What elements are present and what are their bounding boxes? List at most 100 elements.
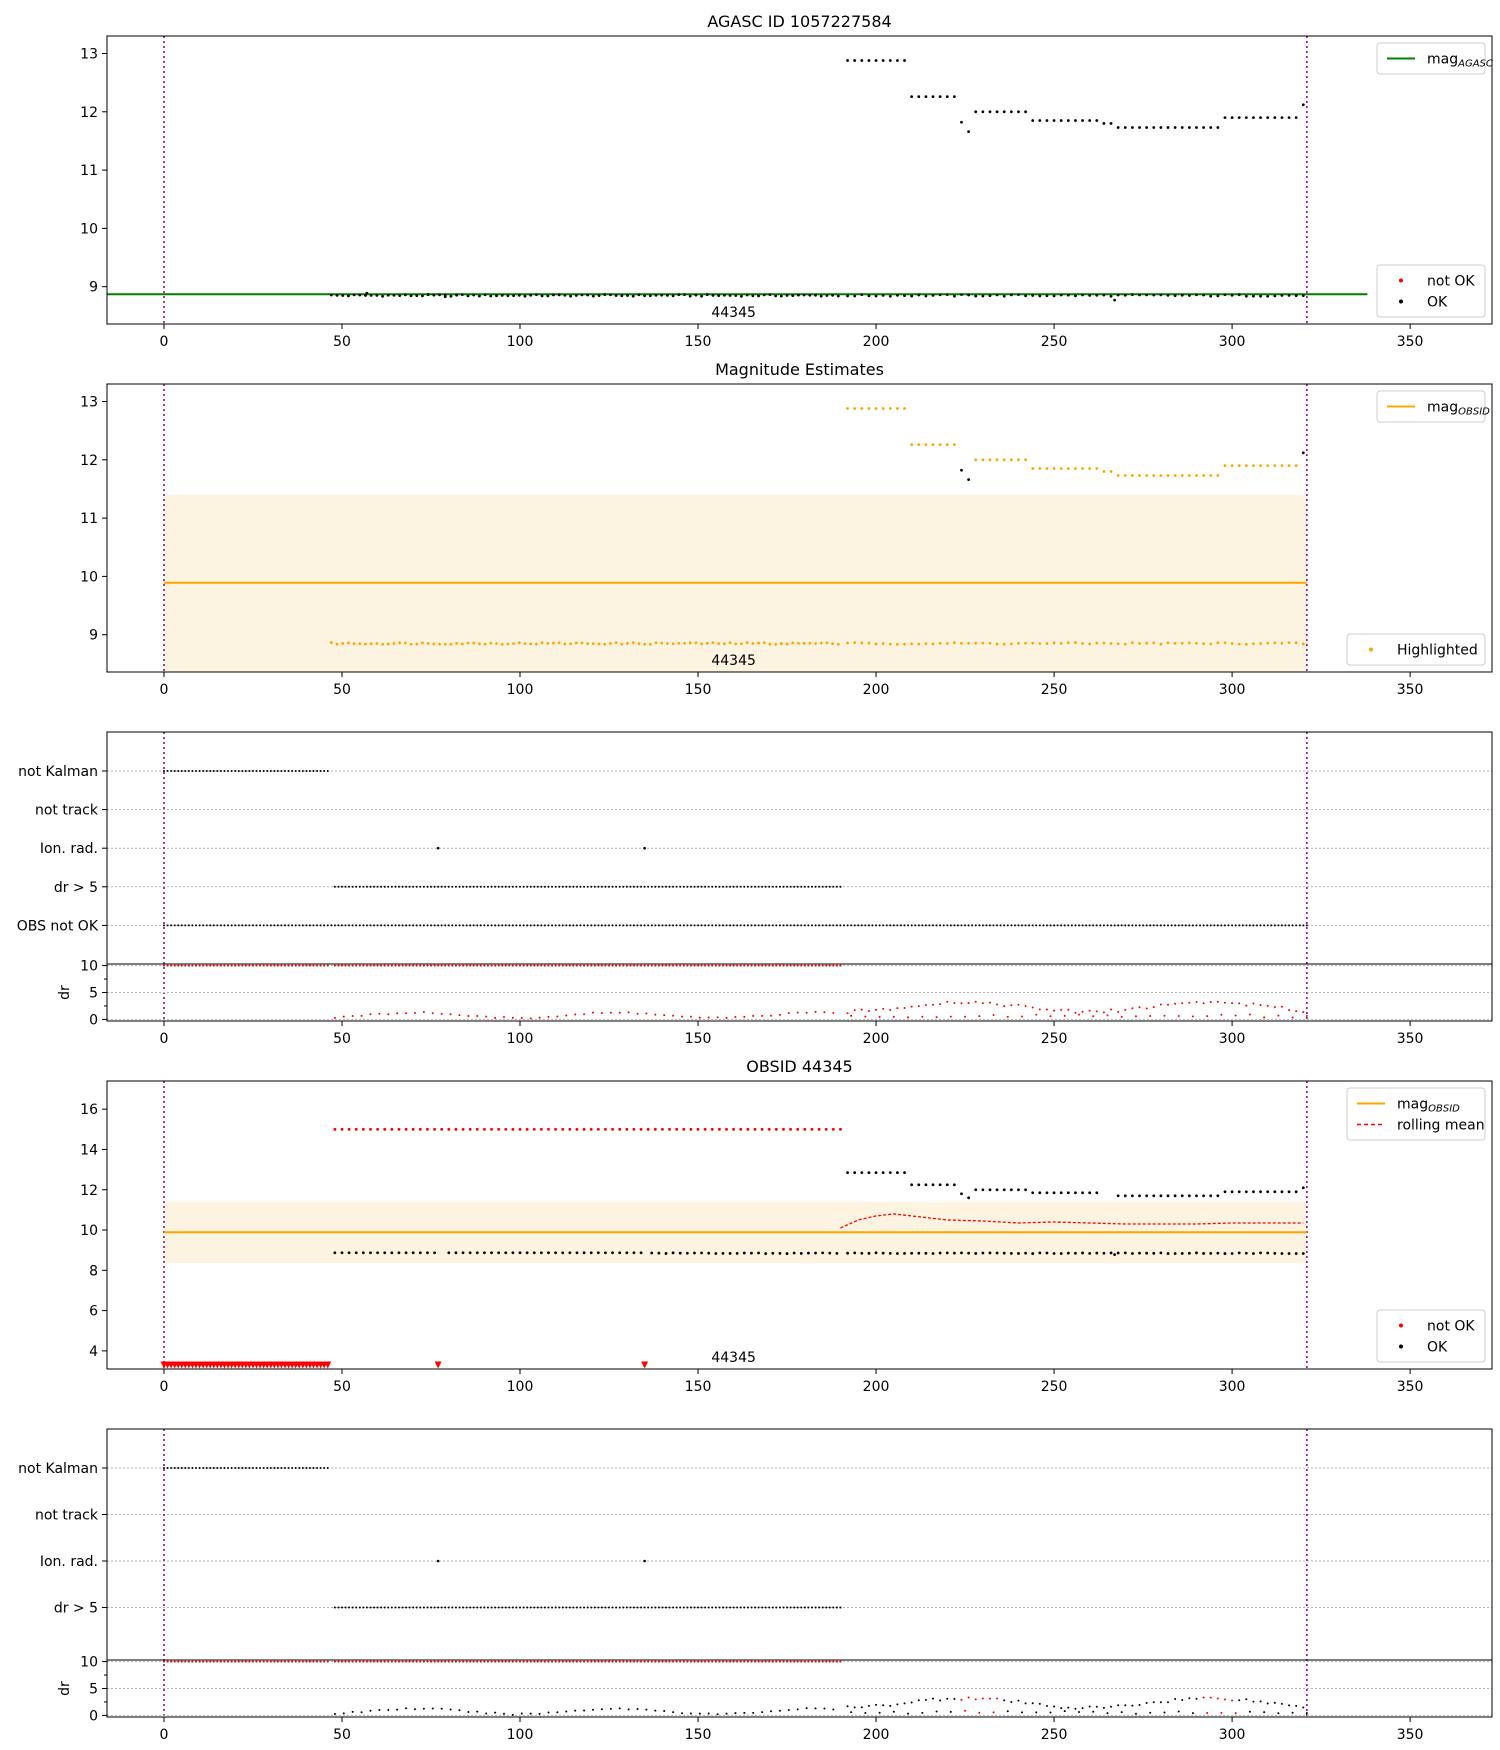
- data-point: [626, 294, 629, 297]
- data-point: [647, 885, 650, 888]
- data-point: [1102, 470, 1106, 473]
- data-point: [924, 1698, 927, 1701]
- data-point: [376, 1251, 379, 1255]
- data-point: [671, 642, 675, 646]
- data-point: [248, 924, 251, 927]
- data-point: [778, 885, 781, 888]
- data-point: [469, 1606, 472, 1609]
- data-point: [764, 1660, 767, 1663]
- data-point: [469, 885, 472, 888]
- data-point: [1173, 474, 1177, 477]
- data-point: [1230, 1190, 1234, 1194]
- data-point: [611, 1127, 614, 1131]
- data-point: [952, 1183, 956, 1187]
- data-point: [1117, 1010, 1120, 1013]
- data-point: [732, 885, 735, 888]
- data-point: [358, 642, 362, 646]
- data-point: [348, 1660, 351, 1663]
- data-point: [1110, 1705, 1113, 1708]
- data-point: [333, 1251, 337, 1255]
- data-point: [931, 1183, 935, 1187]
- data-point: [1024, 458, 1027, 462]
- data-point: [796, 885, 799, 888]
- data-point: [675, 1127, 679, 1131]
- data-point: [946, 1697, 949, 1700]
- legend-box: [1376, 390, 1486, 423]
- data-point: [397, 924, 400, 927]
- data-point: [736, 964, 739, 967]
- data-point: [558, 1660, 561, 1663]
- data-point: [1206, 1015, 1209, 1018]
- data-point: [1024, 1004, 1027, 1007]
- data-point: [205, 1467, 208, 1469]
- data-point: [757, 924, 760, 927]
- data-point: [316, 1660, 319, 1663]
- data-point: [867, 407, 871, 410]
- data-point: [693, 1606, 696, 1609]
- data-point: [1173, 294, 1177, 298]
- data-point: [437, 924, 440, 927]
- data-point: [718, 964, 721, 967]
- data-point: [1003, 1699, 1006, 1702]
- data-point: [1002, 110, 1006, 114]
- data-point: [981, 294, 985, 298]
- data-point: [907, 1016, 910, 1019]
- data-point: [440, 1127, 444, 1131]
- data-point: [195, 924, 198, 927]
- data-point: [1234, 1712, 1237, 1715]
- data-point: [517, 293, 521, 297]
- data-point: [632, 924, 635, 927]
- data-point: [1291, 924, 1294, 927]
- data-point: [764, 1252, 768, 1255]
- data-point: [627, 1708, 630, 1711]
- data-point: [832, 964, 835, 967]
- data-point: [661, 1127, 664, 1131]
- data-point: [832, 1606, 835, 1609]
- data-point: [440, 964, 443, 967]
- data-point: [162, 924, 165, 927]
- data-point: [590, 924, 593, 927]
- data-point: [964, 1709, 967, 1712]
- data-point: [1216, 294, 1220, 298]
- data-point: [864, 1711, 867, 1714]
- data-point: [1017, 1188, 1020, 1192]
- data-point: [465, 924, 468, 927]
- data-point: [476, 885, 479, 888]
- data-point: [408, 1606, 411, 1609]
- data-point: [860, 1706, 863, 1709]
- data-point: [1031, 641, 1035, 645]
- data-point: [166, 924, 169, 927]
- data-point: [1291, 1016, 1294, 1019]
- data-point: [860, 1008, 863, 1011]
- data-point: [668, 885, 671, 888]
- data-point: [1191, 1712, 1194, 1715]
- data-point: [519, 885, 522, 888]
- x-tick-label: 250: [1041, 1727, 1068, 1743]
- data-point: [1038, 1702, 1041, 1705]
- data-point: [219, 924, 222, 927]
- data-point: [466, 294, 470, 298]
- data-point: [291, 1660, 294, 1663]
- data-point: [1077, 1013, 1080, 1016]
- data-point: [483, 885, 486, 888]
- data-point: [340, 1660, 343, 1663]
- data-point: [805, 1011, 808, 1014]
- data-point: [736, 924, 739, 927]
- legend: magOBSID: [1376, 390, 1490, 423]
- data-point: [455, 641, 459, 645]
- data-point: [609, 1707, 612, 1710]
- data-point: [657, 1606, 660, 1609]
- data-point: [974, 641, 978, 645]
- data-point: [227, 1467, 230, 1469]
- data-point: [1291, 1711, 1294, 1714]
- data-point: [810, 924, 813, 927]
- data-point: [1187, 474, 1191, 477]
- data-point: [440, 1707, 443, 1710]
- data-point: [520, 1712, 523, 1715]
- data-point: [597, 964, 600, 967]
- data-point: [337, 1660, 340, 1663]
- data-point: [426, 642, 430, 645]
- data-point: [787, 1012, 790, 1015]
- data-point: [846, 1251, 849, 1255]
- data-point: [348, 924, 351, 927]
